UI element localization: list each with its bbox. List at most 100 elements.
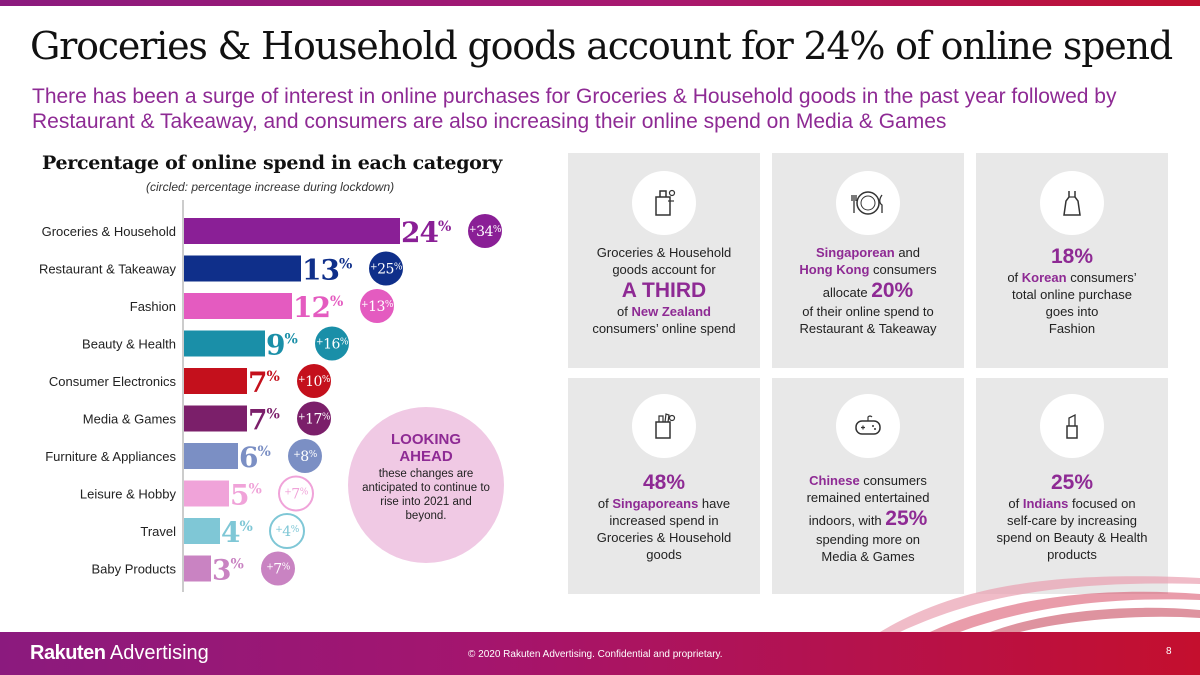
increase-label: +7% bbox=[284, 487, 308, 503]
page-title: Groceries & Household goods account for … bbox=[30, 24, 1173, 68]
card-highlight: New Zealand bbox=[631, 304, 711, 319]
increase-circle bbox=[297, 401, 331, 436]
card-big-stat: 20% bbox=[871, 279, 914, 302]
card-singapore-hongkong: Singaporean and Hong Kong consumers allo… bbox=[772, 153, 964, 368]
card-india: 25% of Indians focused on self-care by i… bbox=[976, 378, 1168, 594]
grocery-bag-icon bbox=[632, 394, 696, 458]
card-text-line: remained entertained bbox=[806, 490, 930, 505]
card-text-line: consumers’ online spend bbox=[592, 321, 736, 336]
category-label: Leisure & Hobby bbox=[80, 487, 177, 502]
plate-cutlery-icon bbox=[836, 171, 900, 235]
game-controller-icon bbox=[836, 394, 900, 458]
value-label: 4% bbox=[221, 516, 252, 549]
card-text-line: goods bbox=[646, 547, 682, 562]
card-china: Chinese consumers remained entertained i… bbox=[772, 378, 964, 594]
bar bbox=[184, 218, 400, 244]
card-big-stat: 25% bbox=[885, 507, 928, 530]
increase-circle bbox=[269, 513, 305, 549]
card-highlight: Indians bbox=[1022, 496, 1069, 511]
card-text: of bbox=[1007, 270, 1022, 285]
increase-label: +8% bbox=[293, 449, 317, 465]
card-highlight: Hong Kong bbox=[799, 262, 870, 277]
value-label: 24% bbox=[401, 216, 451, 249]
page-subtitle: There has been a surge of interest in on… bbox=[32, 85, 1117, 133]
bar bbox=[184, 255, 301, 282]
increase-circle bbox=[297, 364, 331, 398]
increase-circle bbox=[369, 251, 403, 286]
increase-label: +7% bbox=[266, 562, 290, 578]
card-big-stat: A THIRD bbox=[621, 279, 707, 302]
card-text-line: increased spend in bbox=[609, 513, 719, 528]
card-text: have bbox=[698, 496, 731, 511]
category-label: Travel bbox=[140, 524, 176, 539]
card-text-line: self-care by increasing bbox=[1006, 513, 1138, 528]
bar-chart: Groceries & Household 24% +34% Restaurant &… bbox=[39, 200, 502, 592]
increase-label: +16% bbox=[316, 337, 349, 353]
card-text: of bbox=[617, 304, 632, 319]
card-text-line: goes into bbox=[1045, 304, 1099, 319]
copyright-text: © 2020 Rakuten Advertising. Confidential… bbox=[468, 649, 723, 660]
shopping-bag-icon bbox=[632, 171, 696, 235]
increase-circle bbox=[360, 289, 394, 323]
bar bbox=[184, 443, 238, 469]
category-label: Fashion bbox=[130, 299, 176, 314]
card-text: indoors, with bbox=[808, 513, 886, 528]
dress-icon bbox=[1040, 171, 1104, 235]
value-label: 9% bbox=[266, 329, 297, 362]
card-highlight: Singaporeans bbox=[612, 496, 699, 511]
card-text: and bbox=[894, 245, 921, 260]
value-label: 7% bbox=[248, 404, 279, 437]
card-text: focused on bbox=[1068, 496, 1136, 511]
top-accent-bar bbox=[0, 0, 1200, 6]
value-label: 6% bbox=[239, 441, 270, 474]
increase-circle bbox=[315, 326, 349, 361]
category-label: Furniture & Appliances bbox=[45, 449, 176, 464]
chart-title: Percentage of online spend in each categ… bbox=[42, 152, 503, 174]
increase-label: +13% bbox=[361, 299, 394, 315]
card-text: of bbox=[1008, 496, 1023, 511]
looking-ahead-circle: LOOKING AHEAD these changes are anticipa… bbox=[348, 407, 504, 563]
card-text-line: Groceries & Household bbox=[596, 530, 732, 545]
increase-label: +25% bbox=[370, 262, 403, 278]
value-label: 3% bbox=[212, 554, 243, 587]
card-big-stat: 48% bbox=[642, 471, 686, 494]
category-label: Restaurant & Takeaway bbox=[39, 262, 177, 277]
card-text: of bbox=[597, 496, 613, 511]
increase-circle bbox=[278, 475, 314, 512]
card-text: allocate bbox=[822, 285, 872, 300]
category-label: Media & Games bbox=[83, 412, 177, 427]
increase-circle bbox=[261, 551, 295, 586]
card-text-line: Media & Games bbox=[821, 549, 915, 564]
card-big-stat: 25% bbox=[1050, 471, 1094, 494]
card-singapore: 48% of Singaporeans have increased spend… bbox=[568, 378, 760, 594]
increase-label: +17% bbox=[298, 412, 331, 428]
card-text-line: of their online spend to bbox=[802, 304, 934, 319]
increase-circle bbox=[288, 439, 322, 473]
category-label: Beauty & Health bbox=[82, 337, 176, 352]
card-text: consumers bbox=[859, 473, 927, 488]
bar bbox=[184, 518, 220, 544]
card-big-stat: 18% bbox=[1050, 245, 1094, 268]
card-text-line: spend on Beauty & Health bbox=[996, 530, 1148, 545]
increase-label: +4% bbox=[275, 524, 299, 540]
page-number: 8 bbox=[1166, 646, 1172, 657]
looking-ahead-text: these changes are anticipated to continu… bbox=[362, 468, 490, 522]
card-text-line: Groceries & Household bbox=[596, 245, 732, 260]
bar bbox=[184, 480, 229, 507]
lipstick-icon bbox=[1040, 394, 1104, 458]
card-highlight: Chinese bbox=[809, 473, 860, 488]
card-text-line: goods account for bbox=[612, 262, 716, 277]
rakuten-advertising-logo: Rakuten Advertising bbox=[30, 642, 209, 664]
bar bbox=[184, 368, 247, 394]
card-highlight: Singaporean bbox=[815, 245, 895, 260]
bar bbox=[184, 405, 247, 432]
value-label: 7% bbox=[248, 366, 279, 399]
card-text-line: Fashion bbox=[1048, 321, 1096, 336]
card-text-line: spending more on bbox=[815, 532, 921, 547]
bar bbox=[184, 330, 265, 357]
looking-ahead-title: LOOKING AHEAD bbox=[391, 431, 461, 465]
card-korea: 18% of Korean consumers’ total online pu… bbox=[976, 153, 1168, 368]
increase-label: +10% bbox=[298, 374, 331, 390]
card-text-line: Restaurant & Takeaway bbox=[799, 321, 937, 336]
footer-bar: Rakuten Advertising © 2020 Rakuten Adver… bbox=[0, 632, 1200, 675]
